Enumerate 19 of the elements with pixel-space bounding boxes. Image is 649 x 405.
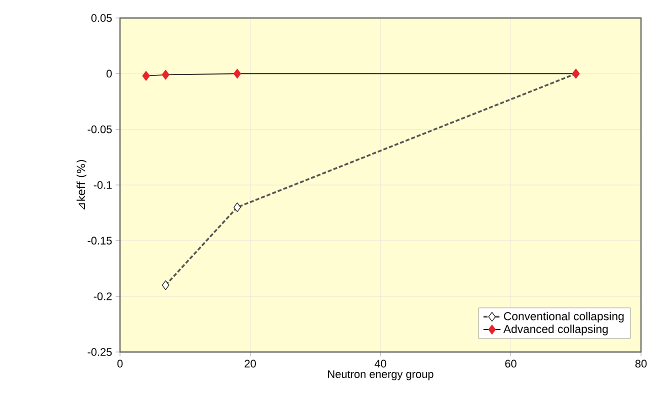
x-tick-label: 40 xyxy=(374,360,386,368)
point xyxy=(233,68,241,79)
legend-label: Conventional collapsing xyxy=(504,312,624,323)
y-tick-label: 0 xyxy=(106,70,112,78)
x-tick-label: 0 xyxy=(117,360,123,368)
point xyxy=(142,71,150,81)
x-tick-label: 20 xyxy=(244,360,256,368)
x-axis-title: Neutron energy group xyxy=(328,370,434,380)
x-tick-label: 80 xyxy=(635,360,647,368)
y-axis-title: ⊿keff (%) xyxy=(76,160,86,210)
y-tick-label: -0.2 xyxy=(94,292,112,300)
point xyxy=(162,70,170,80)
y-tick-label: -0.1 xyxy=(94,181,112,189)
y-tick-label: -0.05 xyxy=(88,125,112,134)
y-tick-label: -0.15 xyxy=(88,236,112,245)
y-tick-label: 0.05 xyxy=(91,14,112,22)
legend-label: Advanced collapsing xyxy=(503,324,608,336)
x-tick-label: 60 xyxy=(505,360,516,368)
y-tick-label: -0.25 xyxy=(88,348,112,356)
